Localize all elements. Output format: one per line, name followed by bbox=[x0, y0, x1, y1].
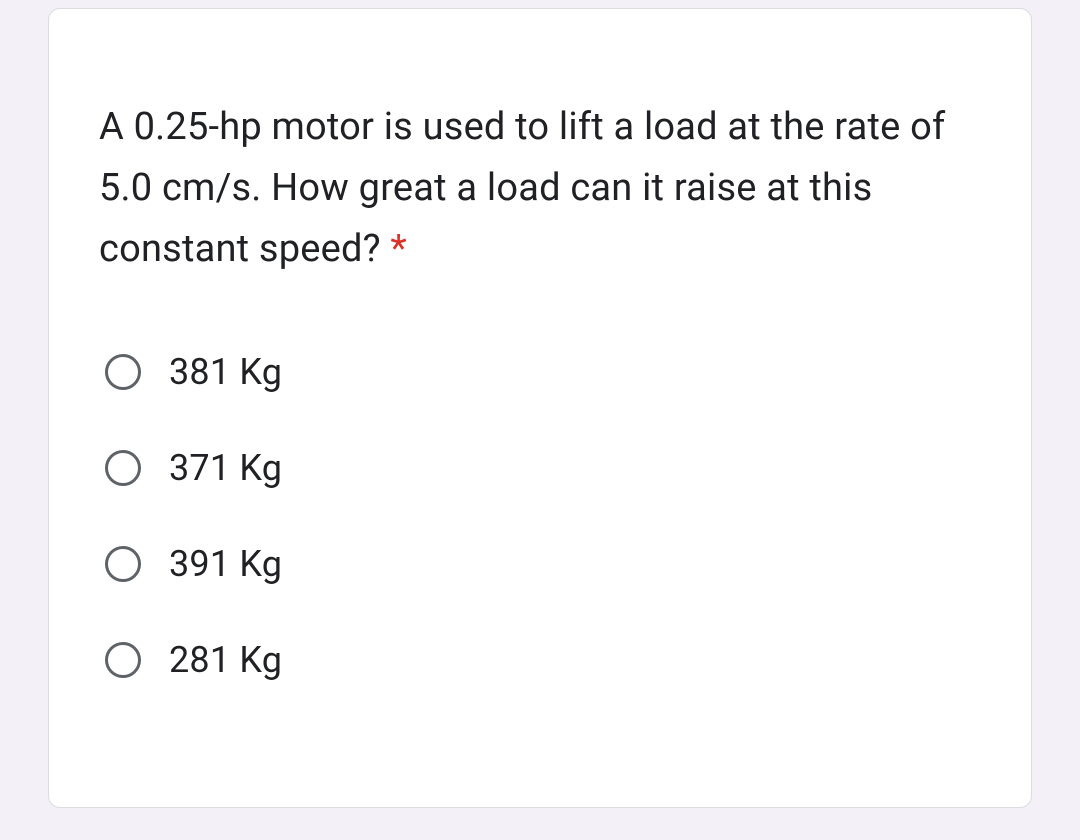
radio-icon bbox=[105, 450, 141, 486]
required-asterisk: * bbox=[390, 227, 407, 271]
option-0[interactable]: 381 Kg bbox=[105, 351, 981, 393]
option-3[interactable]: 281 Kg bbox=[105, 639, 981, 681]
question-text: A 0.25-hp motor is used to lift a load a… bbox=[99, 105, 945, 271]
options-group: 381 Kg 371 Kg 391 Kg 281 Kg bbox=[99, 351, 981, 681]
option-label: 281 Kg bbox=[169, 639, 282, 681]
question-text-block: A 0.25-hp motor is used to lift a load a… bbox=[99, 97, 981, 279]
question-card: A 0.25-hp motor is used to lift a load a… bbox=[48, 8, 1032, 808]
option-label: 391 Kg bbox=[169, 543, 282, 585]
option-label: 371 Kg bbox=[169, 447, 282, 489]
radio-icon bbox=[105, 354, 141, 390]
radio-icon bbox=[105, 546, 141, 582]
option-1[interactable]: 371 Kg bbox=[105, 447, 981, 489]
radio-icon bbox=[105, 642, 141, 678]
option-2[interactable]: 391 Kg bbox=[105, 543, 981, 585]
option-label: 381 Kg bbox=[169, 351, 282, 393]
